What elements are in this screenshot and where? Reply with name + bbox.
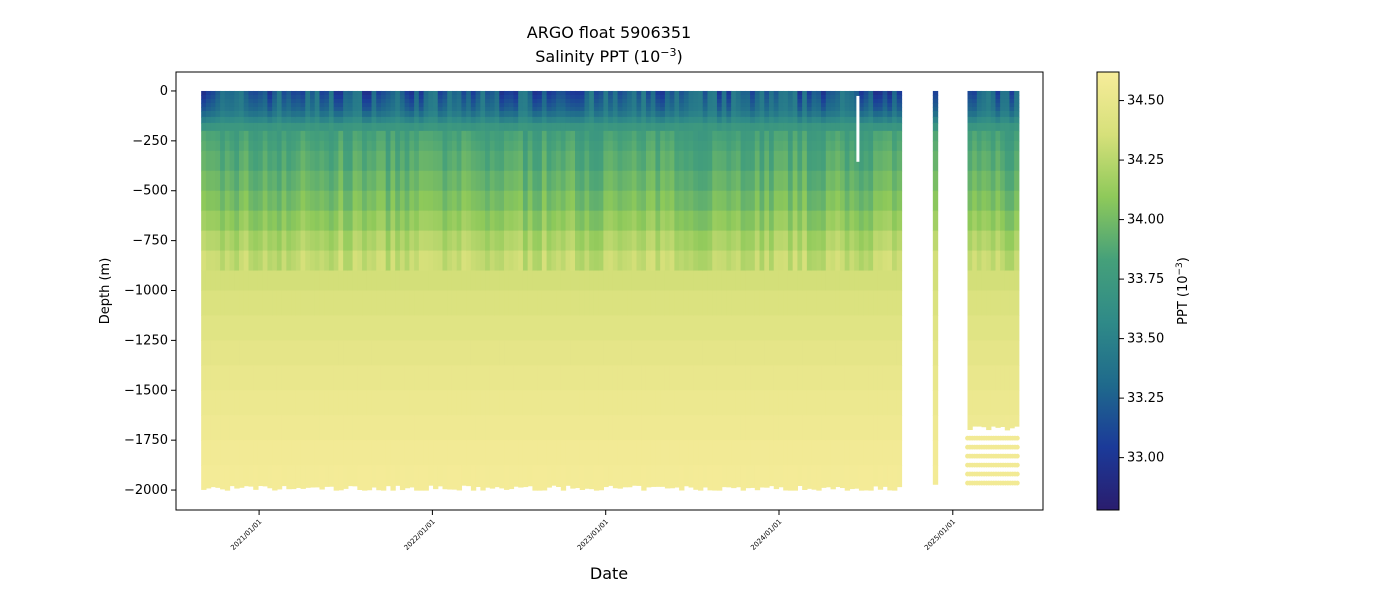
x-tick-label: 2021/01/01 [229,518,263,552]
colorbar-gradient [1096,71,1120,511]
y-tick-label: −1250 [124,333,168,348]
plot-area [201,90,1020,491]
colorbar: 33.00 33.25 33.50 33.75 34.00 34.25 34.50 [1096,71,1164,511]
x-tick-label: 2025/01/01 [923,518,957,552]
x-axis-label: Date [590,564,628,583]
y-axis: 0 −250 −500 −750 −1000 −1250 −1500 −1750 −2000 [124,84,176,498]
y-tick-label: 0 [160,84,168,99]
x-tick-label: 2024/01/01 [749,518,783,552]
data-gap [856,95,860,162]
y-tick-label: −250 [132,134,168,149]
y-tick-label: −1500 [124,383,168,398]
x-tick-label: 2022/01/01 [403,518,437,552]
chart-subtitle: Salinity PPT (10−3) [535,46,683,66]
colorbar-tick-label: 33.75 [1127,272,1164,287]
colorbar-tick-label: 34.25 [1127,153,1164,168]
colorbar-tick-label: 34.50 [1127,94,1164,109]
colorbar-tick-label: 33.50 [1127,332,1164,347]
y-tick-label: −2000 [124,483,168,498]
chart-title: ARGO float 5906351 [527,23,691,42]
sparse-samples [965,435,1020,486]
y-tick-label: −500 [132,184,168,199]
y-tick-label: −750 [132,234,168,249]
colorbar-label: PPT (10−3) [1175,257,1191,325]
profile-segment [932,90,939,485]
y-tick-label: −1750 [124,433,168,448]
x-tick-label: 2023/01/01 [576,518,610,552]
y-axis-label: Depth (m) [98,258,113,325]
profile-segment [201,90,903,491]
colorbar-tick-label: 33.25 [1127,391,1164,406]
profile-segment [967,90,1020,431]
x-axis: 2021/01/01 2022/01/01 2023/01/01 2024/01/01… [229,510,957,552]
colorbar-tick-label: 33.00 [1127,451,1164,466]
y-tick-label: −1000 [124,284,168,299]
colorbar-tick-label: 34.00 [1127,213,1164,228]
